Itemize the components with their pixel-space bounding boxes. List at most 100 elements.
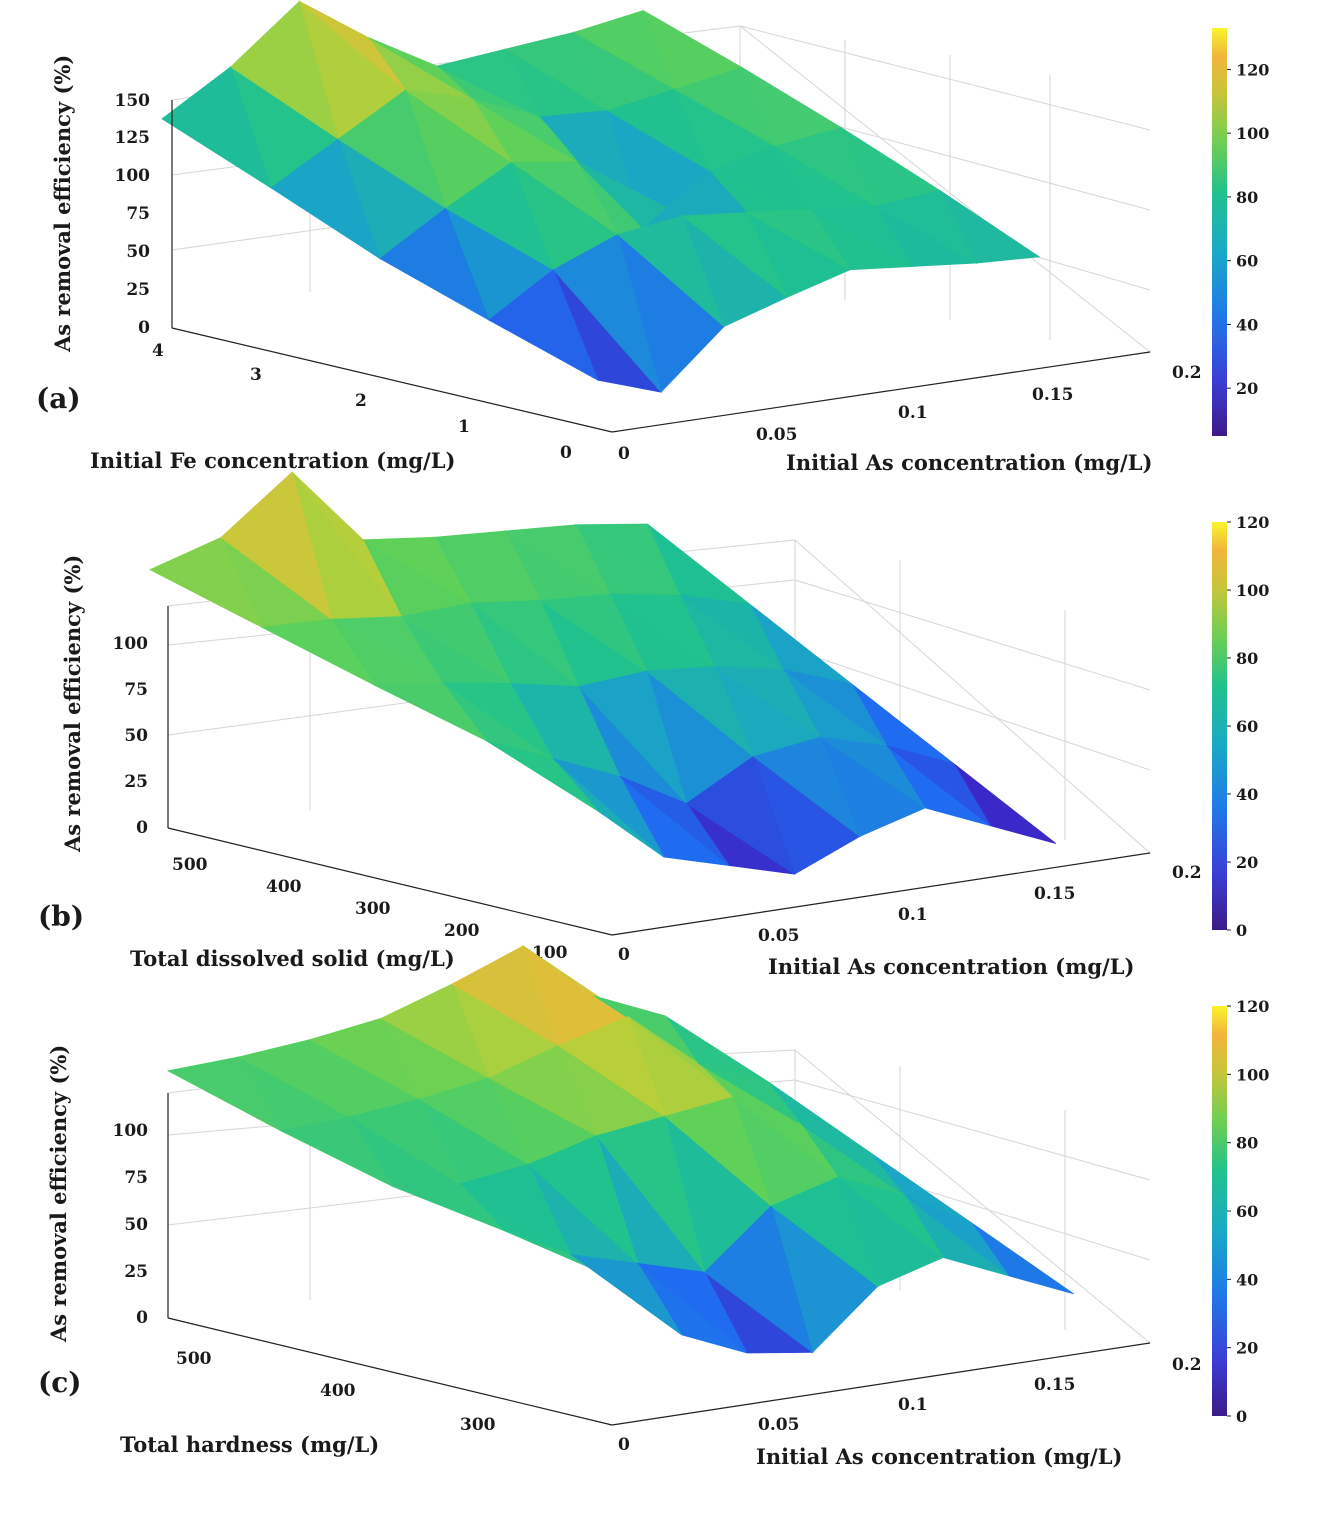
surface-facet xyxy=(220,471,333,621)
y-tick: 0.1 xyxy=(898,403,928,423)
surface-facet xyxy=(774,127,877,208)
surface-facet xyxy=(380,983,490,1079)
panel-c-surface xyxy=(166,944,1075,1354)
surface-facet xyxy=(608,593,717,668)
surface-facet xyxy=(451,945,560,1047)
y-tick: 0.1 xyxy=(898,1395,928,1415)
x-tick: 500 xyxy=(172,855,208,875)
surface-facet xyxy=(510,161,619,235)
surface-facet xyxy=(732,1096,839,1178)
surface-facet xyxy=(606,88,711,172)
surface-facet xyxy=(278,1116,394,1188)
z-tick: 50 xyxy=(124,1215,148,1235)
surface-facet xyxy=(745,208,851,271)
panel-c: 0 25 50 75 100 500 400 300 0 0.05 0.1 0.… xyxy=(38,944,1269,1469)
panel-c-letter: (c) xyxy=(38,1366,82,1399)
surface-facet xyxy=(770,1176,879,1288)
x-tick: 400 xyxy=(266,877,302,897)
surface-facet xyxy=(783,669,888,747)
y-tick: 0.15 xyxy=(1032,385,1073,405)
surface-facet xyxy=(488,269,599,382)
panel-a-surface xyxy=(161,0,1041,393)
panel-a-y-ticks: 0 0.05 0.1 0.15 0.2 xyxy=(618,363,1202,464)
y-tick: 0 xyxy=(618,1435,630,1455)
x-tick: 1 xyxy=(458,417,470,437)
surface-facet xyxy=(685,755,796,876)
colorbar-tick-label: 20 xyxy=(1236,379,1258,398)
colorbar-ticks: 20 40 60 80 100 120 xyxy=(1227,60,1269,398)
colorbar-tick-label: 40 xyxy=(1236,315,1258,334)
surface-facet xyxy=(645,666,754,757)
y-tick: 0.2 xyxy=(1172,863,1202,883)
surface-facet xyxy=(230,0,339,140)
z-tick: 25 xyxy=(124,772,148,792)
y-tick: 0.05 xyxy=(758,1415,799,1435)
panel-b-z-ticks: 0 25 50 75 100 xyxy=(113,634,149,838)
colorbar-tick-label: 120 xyxy=(1236,997,1269,1016)
surface-facet xyxy=(681,212,788,298)
surface-facet xyxy=(161,66,272,189)
z-tick: 25 xyxy=(124,1262,148,1282)
surface-facet xyxy=(432,530,542,602)
panel-a-letter: (a) xyxy=(36,382,81,415)
surface-facet xyxy=(472,98,578,163)
surface-facet xyxy=(573,10,676,91)
surface-facet xyxy=(435,48,542,118)
colorbar-tick-label: 120 xyxy=(1236,513,1269,532)
z-tick: 100 xyxy=(115,166,151,186)
panel-a-z-label: As removal efficiency (%) xyxy=(50,55,75,353)
colorbar xyxy=(1212,28,1227,436)
surface-facet xyxy=(617,215,725,327)
surface-facet xyxy=(299,0,406,91)
surface-facet xyxy=(619,776,730,866)
panel-a: 0 25 50 75 100 125 150 4 3 2 1 0 0 0.05 … xyxy=(36,0,1269,475)
surface-facet xyxy=(166,1056,282,1132)
surface-facet xyxy=(361,536,473,605)
colorbar-tick-label: 100 xyxy=(1236,124,1269,143)
colorbar-tick-label: 40 xyxy=(1236,1270,1258,1289)
surface-facet xyxy=(575,523,681,597)
surface-facet xyxy=(149,536,263,629)
x-tick: 0 xyxy=(560,443,572,463)
surface-facet xyxy=(291,471,402,617)
surface-facet xyxy=(679,595,784,671)
surface-facet xyxy=(337,89,447,210)
surface-facet xyxy=(697,1062,802,1125)
surface-facet xyxy=(379,207,490,321)
y-tick: 0.15 xyxy=(1034,884,1075,904)
panel-a-y-label: Initial As concentration (mg/L) xyxy=(786,450,1152,475)
surface-facet xyxy=(596,1115,705,1273)
colorbar-tick-label: 20 xyxy=(1236,1339,1258,1358)
surface-facet xyxy=(445,161,555,271)
surface-facet xyxy=(260,618,376,687)
colorbar xyxy=(1212,522,1227,930)
y-tick: 0 xyxy=(618,945,630,965)
surface-facet xyxy=(904,1195,1009,1277)
surface-facet xyxy=(400,602,512,685)
panel-b-surface xyxy=(149,471,1057,876)
colorbar-tick-label: 100 xyxy=(1236,1065,1269,1084)
panel-c-colorbar: 0 20 40 60 80 100 120 xyxy=(1212,997,1269,1426)
panel-b-y-label: Initial As concentration (mg/L) xyxy=(768,954,1134,979)
surface-facet xyxy=(708,145,813,211)
surface-facet xyxy=(392,1183,505,1232)
y-tick: 0.05 xyxy=(756,425,797,445)
panel-c-z-ticks: 0 25 50 75 100 xyxy=(113,1121,149,1328)
y-tick: 0.15 xyxy=(1034,1375,1075,1395)
panel-b-colorbar: 0 20 40 60 80 100 120 xyxy=(1212,513,1269,940)
colorbar-tick-label: 80 xyxy=(1236,188,1258,207)
surface-facet xyxy=(886,745,991,827)
x-tick: 300 xyxy=(355,899,391,919)
colorbar-ticks: 0 20 40 60 80 100 120 xyxy=(1227,997,1269,1426)
surface-facet xyxy=(348,1098,462,1185)
surface-facet xyxy=(664,1096,773,1208)
x-tick: 4 xyxy=(152,341,164,361)
surface-facet xyxy=(488,1044,598,1137)
z-tick: 125 xyxy=(115,128,151,148)
surface-facet xyxy=(570,1254,683,1336)
x-tick: 200 xyxy=(444,921,480,941)
surface-facet xyxy=(459,1163,573,1256)
colorbar-tick-label: 60 xyxy=(1236,1202,1258,1221)
surface-facet xyxy=(874,190,978,265)
surface-facet xyxy=(636,1262,748,1354)
